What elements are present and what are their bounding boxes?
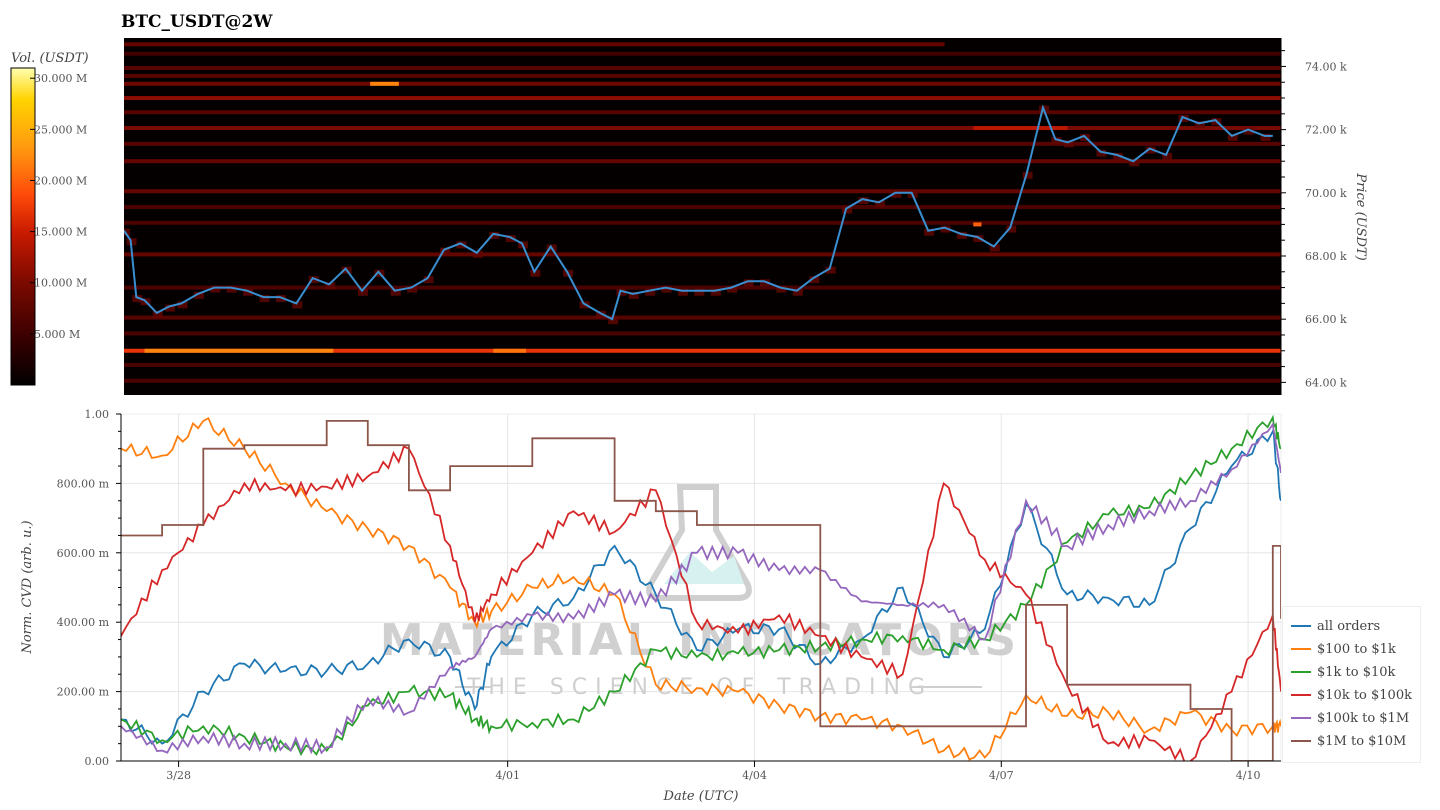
cvd-x-tick-label: 4/01 [495, 769, 520, 782]
cvd-frame [120, 413, 1282, 762]
cvd-series-lines [121, 414, 1281, 761]
price-line [124, 104, 1273, 321]
colorbar-tick-label: 30.000 M [34, 72, 87, 85]
price-axis-ticks: 64.00 k 66.00 k 68.00 k 70.00 k 72.00 k 74.00… [1281, 50, 1347, 389]
cvd-x-tick-label: 4/04 [742, 769, 767, 782]
colorbar-tick-label: 5.000 M [34, 328, 80, 341]
legend-label: all orders [1317, 618, 1381, 634]
legend-label: $100 to $1k [1317, 641, 1396, 657]
colorbar-tick-label: 20.000 M [34, 174, 87, 187]
price-tick-label: 66.00 k [1305, 313, 1347, 326]
colorbar-gradient [10, 67, 36, 386]
cvd-line-2 [121, 414, 1281, 757]
cvd-x-tick-label: 4/07 [989, 769, 1014, 782]
colorbar-ticks: 30.000 M 25.000 M 20.000 M 15.000 M 10.000 M… [30, 72, 87, 341]
cvd-y-tick-label: 800.00 m [57, 477, 110, 490]
legend-swatch [1291, 671, 1311, 673]
colorbar-tick-label: 10.000 M [34, 277, 87, 290]
cvd-x-tick-label: 3/28 [166, 769, 191, 782]
price-tick-label: 74.00 k [1305, 60, 1347, 73]
colorbar-title: Vol. (USDT) [11, 51, 89, 66]
cvd-y-tick-label: 600.00 m [57, 547, 110, 560]
cvd-y-axis-ticks: 0.00 200.00 m 400.00 m 600.00 m 800.00 m 1.00 [57, 408, 121, 768]
cvd-y-tick-label: 0.00 [85, 755, 110, 768]
chart-title: BTC_USDT@2W [121, 12, 273, 32]
cvd-line-0 [121, 429, 1281, 746]
price-tick-label: 72.00 k [1305, 124, 1347, 137]
colorbar-tick-label: 15.000 M [34, 226, 87, 239]
legend-swatch [1291, 717, 1311, 719]
cvd-line-3 [121, 445, 1281, 761]
legend-swatch [1291, 694, 1311, 696]
liquidity-bands [124, 42, 1281, 383]
cvd-y-axis-title: Norm. CVD (arb. u.) [20, 520, 35, 654]
cvd-gridlines [121, 413, 1281, 762]
cvd-y-tick-label: 200.00 m [57, 686, 110, 699]
legend-item-10k-to-100k[interactable]: $10k to $100k [1291, 685, 1412, 705]
legend-swatch [1291, 648, 1311, 650]
legend-label: $10k to $100k [1317, 687, 1412, 703]
cvd-y-tick-label: 400.00 m [57, 616, 110, 629]
cvd-x-axis-ticks: 3/28 4/01 4/04 4/07 4/10 [166, 761, 1260, 782]
legend-item-100k-to-1m[interactable]: $100k to $1M [1291, 708, 1409, 728]
cvd-y-tick-label: 1.00 [85, 408, 110, 421]
cvd-x-tick-label: 4/10 [1236, 769, 1261, 782]
heatmap-plot: 64.00 k 66.00 k 68.00 k 70.00 k 72.00 k 74.00… [124, 38, 1368, 395]
legend: all orders $100 to $1k $1k to $10k $10k … [1282, 606, 1421, 763]
legend-label: $100k to $1M [1317, 710, 1410, 726]
price-tick-label: 70.00 k [1305, 187, 1347, 200]
legend-item-1k-to-10k[interactable]: $1k to $10k [1291, 662, 1395, 682]
cvd-x-axis-title: Date (UTC) [663, 789, 739, 804]
legend-swatch [1291, 740, 1311, 742]
price-axis-title: Price (USDT) [1353, 172, 1368, 260]
legend-item-all-orders[interactable]: all orders [1291, 616, 1380, 636]
colorbar: Vol. (USDT) 30.000 M 25.000 M 20.000 M 15.0… [10, 51, 89, 386]
legend-label: $1k to $10k [1317, 664, 1396, 680]
cvd-line-4 [121, 422, 1281, 755]
legend-label: $1M to $10M [1317, 733, 1407, 749]
legend-swatch [1291, 625, 1311, 627]
price-tick-label: 68.00 k [1305, 250, 1347, 263]
cvd-line-1 [121, 416, 1281, 761]
cvd-line-5 [121, 419, 1281, 761]
heatmap-background [124, 38, 1281, 395]
legend-item-100-to-1k[interactable]: $100 to $1k [1291, 639, 1396, 659]
price-tick-label: 64.00 k [1305, 376, 1347, 389]
colorbar-tick-label: 25.000 M [34, 123, 87, 136]
svg-text:THE SCIENCE OF TRADING: THE SCIENCE OF TRADING [466, 675, 933, 700]
legend-item-1m-to-10m[interactable]: $1M to $10M [1291, 731, 1406, 751]
